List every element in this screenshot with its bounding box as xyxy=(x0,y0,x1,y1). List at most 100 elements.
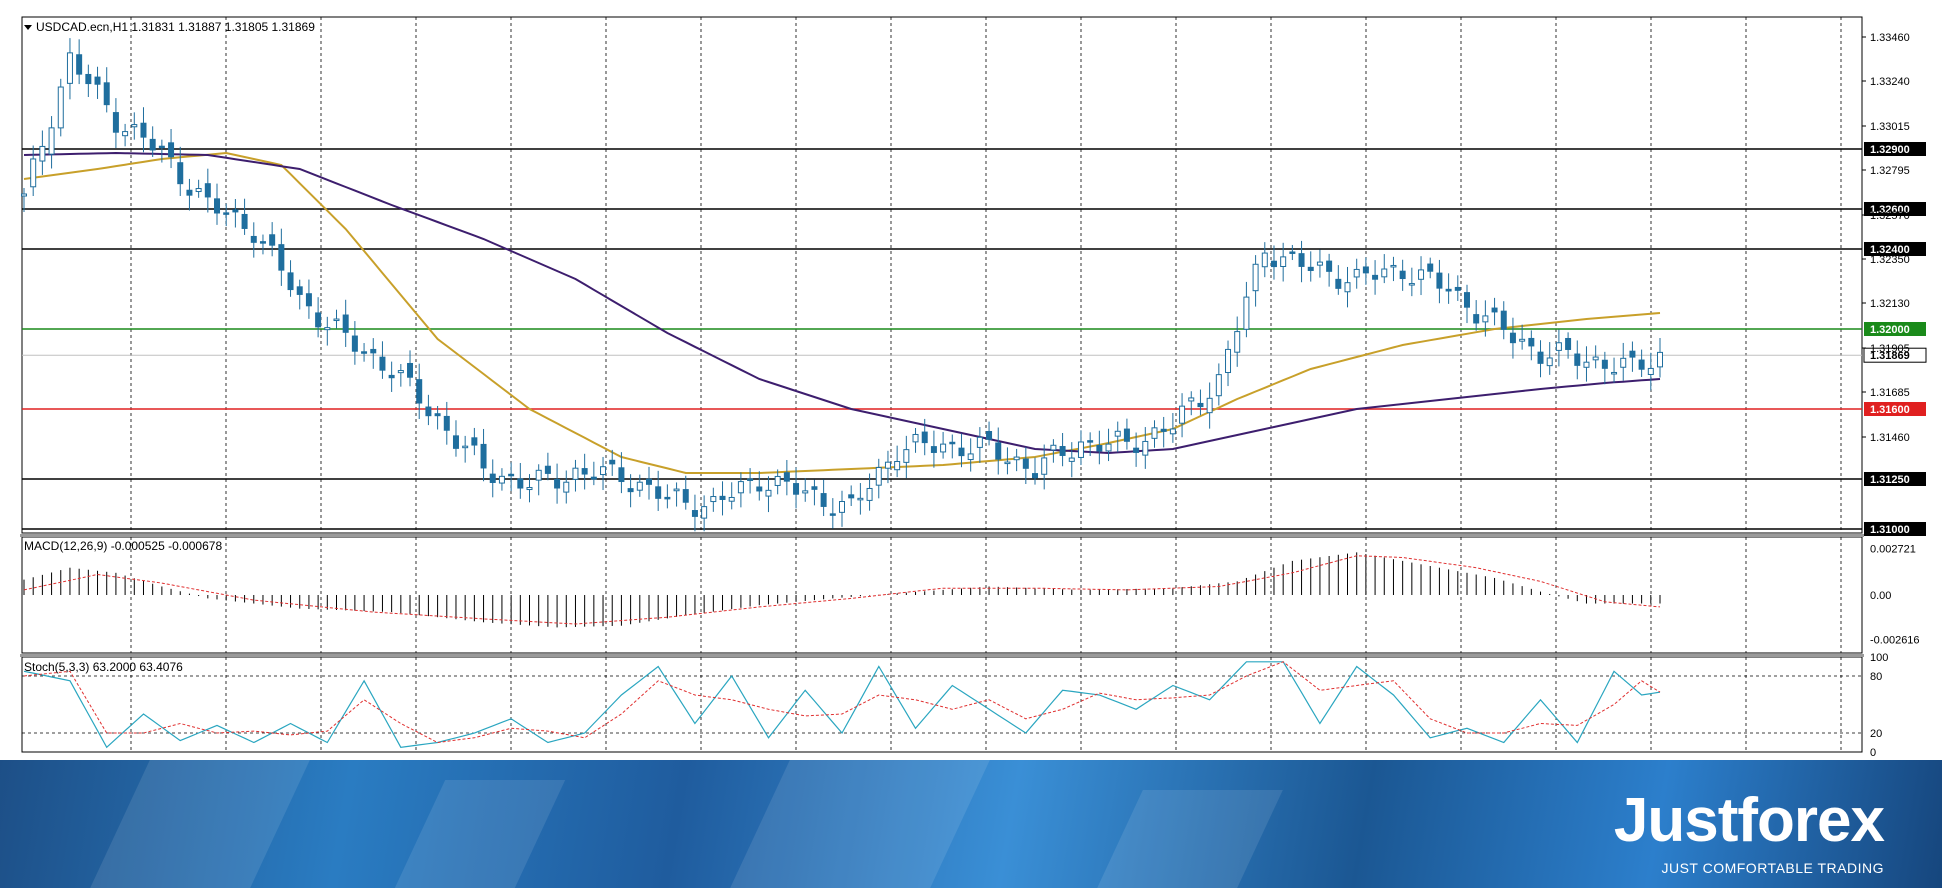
candle xyxy=(976,427,983,463)
candle xyxy=(232,198,239,228)
candle xyxy=(1298,240,1305,283)
candle xyxy=(1234,316,1241,367)
candle xyxy=(912,428,919,453)
candle xyxy=(600,456,607,491)
candle xyxy=(995,427,1002,475)
macd-signal-line xyxy=(23,555,1661,625)
candle xyxy=(1353,258,1360,289)
candle xyxy=(554,463,561,504)
candle xyxy=(710,487,717,512)
dropdown-triangle-icon[interactable] xyxy=(24,25,32,30)
macd-label: MACD(12,26,9) -0.000525 -0.000678 xyxy=(24,539,222,553)
candle xyxy=(1372,260,1379,295)
candle xyxy=(664,484,671,509)
candle xyxy=(333,309,340,329)
stoch-main-line xyxy=(23,661,1661,749)
chart-panel[interactable] xyxy=(21,656,1863,753)
candle xyxy=(361,343,368,362)
candle xyxy=(140,107,147,153)
macd-tick-label: -0.002616 xyxy=(1870,635,1920,647)
candle xyxy=(1638,349,1645,378)
candle xyxy=(296,279,303,310)
ma-fast-line xyxy=(23,151,1661,474)
candle xyxy=(85,64,92,97)
candle xyxy=(1316,249,1323,278)
candle xyxy=(462,435,469,463)
candle xyxy=(875,458,882,499)
candle xyxy=(590,461,597,486)
candle xyxy=(526,474,533,503)
candle xyxy=(802,478,809,502)
panel-separator[interactable] xyxy=(20,534,1864,537)
level-price-label: 1.31250 xyxy=(1870,474,1910,486)
candle xyxy=(122,123,129,147)
candle xyxy=(1096,430,1103,465)
candle xyxy=(342,299,349,347)
candle xyxy=(1206,382,1213,429)
stoch-signal-line xyxy=(23,661,1661,744)
candle xyxy=(1592,345,1599,369)
candle xyxy=(903,435,910,479)
candle xyxy=(1546,342,1553,375)
macd-tick-label: 0.002721 xyxy=(1870,544,1916,556)
candle xyxy=(305,279,312,319)
candle xyxy=(756,471,763,501)
price-tick-label: 1.32795 xyxy=(1870,165,1910,177)
candle xyxy=(958,433,965,468)
chart-panel[interactable] xyxy=(21,16,1863,534)
candle xyxy=(673,482,680,507)
candle xyxy=(1068,442,1075,478)
price-tick-label: 1.31905 xyxy=(1870,343,1910,355)
candle xyxy=(1491,297,1498,326)
candle xyxy=(434,405,441,430)
candle xyxy=(581,453,588,490)
candle xyxy=(949,434,956,459)
candle xyxy=(563,470,570,504)
candle xyxy=(1243,281,1250,338)
candle xyxy=(517,462,524,499)
candle xyxy=(1326,253,1333,287)
candle xyxy=(1280,242,1287,282)
brand-tagline: JUST COMFORTABLE TRADING xyxy=(1661,860,1884,876)
candle xyxy=(1408,267,1415,297)
candle xyxy=(572,459,579,492)
candle xyxy=(1463,284,1470,324)
candle xyxy=(1022,447,1029,485)
candle xyxy=(820,479,827,517)
level-price-label: 1.31600 xyxy=(1870,404,1910,416)
panel-separator[interactable] xyxy=(20,654,1864,657)
candle xyxy=(131,112,138,140)
candle xyxy=(544,452,551,481)
candle xyxy=(1509,317,1516,359)
candle xyxy=(351,321,358,365)
symbol-info: USDCAD.ecn,H1 1.31831 1.31887 1.31805 1.… xyxy=(36,20,315,34)
candle xyxy=(636,474,643,497)
candle xyxy=(57,78,64,137)
stoch-tick-label: 100 xyxy=(1870,652,1888,664)
candle xyxy=(967,438,974,472)
stoch-tick-label: 0 xyxy=(1870,747,1876,759)
candle xyxy=(1390,256,1397,282)
level-price-tag xyxy=(1864,522,1926,536)
candle xyxy=(655,470,662,511)
price-tick-label: 1.32130 xyxy=(1870,298,1910,310)
candle xyxy=(701,495,708,532)
candle xyxy=(1179,393,1186,438)
candle xyxy=(48,116,55,169)
level-price-label: 1.32600 xyxy=(1870,204,1910,216)
candle xyxy=(1050,439,1057,463)
candle xyxy=(259,234,266,255)
candle xyxy=(737,472,744,508)
level-price-tag xyxy=(1864,142,1926,156)
candle xyxy=(728,482,735,510)
level-price-label: 1.32900 xyxy=(1870,144,1910,156)
candle xyxy=(793,467,800,509)
candle xyxy=(848,485,855,507)
brand-footer: Justforex JUST COMFORTABLE TRADING xyxy=(0,760,1942,888)
candle xyxy=(783,459,790,496)
candle xyxy=(747,468,754,494)
candle xyxy=(1565,332,1572,359)
chart-panel[interactable] xyxy=(21,536,1863,654)
candle xyxy=(1537,340,1544,378)
